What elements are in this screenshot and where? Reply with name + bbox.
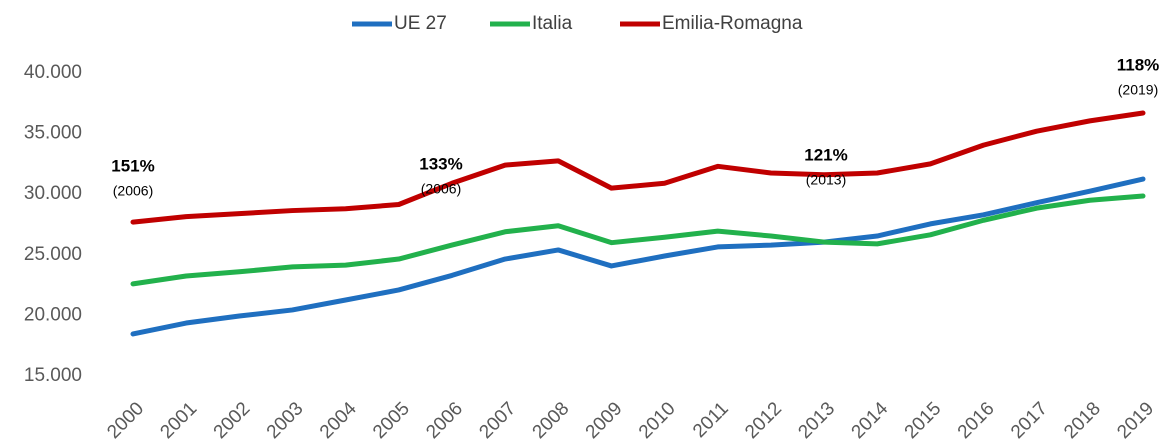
x-tick-label: 2018 [1060, 398, 1105, 443]
legend-label: Emilia-Romagna [662, 13, 803, 34]
series-line [130, 176, 1146, 337]
annotation: 118% [1117, 55, 1160, 74]
x-tick-label: 2011 [689, 398, 733, 442]
x-tick-label: 2005 [369, 398, 414, 443]
x-tick-label: 2012 [741, 398, 786, 443]
x-tick-label: 2016 [954, 398, 999, 443]
x-tick-label: 2015 [901, 398, 946, 443]
x-tick-label: 2014 [848, 398, 893, 443]
x-tick-label: 2002 [210, 398, 255, 443]
annotation: 121% [804, 145, 847, 164]
x-tick-label: 2008 [529, 398, 574, 443]
y-tick-label: 35.000 [24, 123, 82, 144]
y-tick-label: 30.000 [24, 183, 82, 204]
x-tick-label: 2003 [263, 398, 308, 443]
annotation-note: (2019) [1118, 82, 1158, 98]
annotation-note: (2006) [421, 181, 461, 197]
series-line [130, 110, 1146, 225]
x-tick-label: 2004 [316, 398, 361, 443]
x-tick-label: 2019 [1113, 398, 1158, 443]
x-tick-label: 2010 [635, 398, 680, 443]
annotation-note: (2013) [806, 172, 846, 188]
legend-label: UE 27 [394, 13, 447, 34]
annotation: 151% [111, 156, 154, 175]
x-tick-label: 2000 [103, 398, 148, 443]
x-tick-label: 2009 [582, 398, 627, 443]
y-tick-label: 15.000 [24, 365, 82, 386]
legend-label: Italia [532, 13, 573, 34]
x-tick-label: 2007 [475, 398, 520, 443]
annotation-note: (2006) [113, 183, 153, 199]
x-tick-label: 2013 [794, 398, 839, 443]
y-tick-label: 40.000 [24, 62, 82, 83]
series-line [130, 193, 1146, 287]
x-tick-label: 2001 [156, 398, 201, 443]
y-tick-label: 25.000 [24, 244, 82, 265]
x-tick-label: 2006 [422, 398, 467, 443]
x-tick-label: 2017 [1007, 398, 1052, 443]
annotation: 133% [419, 154, 462, 173]
y-tick-label: 20.000 [24, 304, 82, 325]
